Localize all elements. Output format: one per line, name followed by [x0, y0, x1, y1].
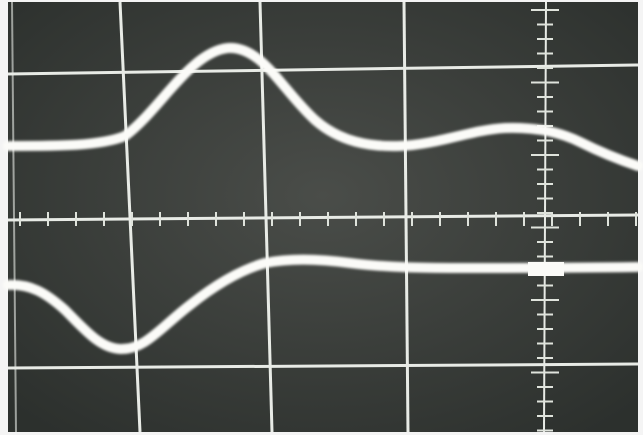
oscilloscope-photo	[0, 0, 643, 435]
page: {} (() => { const g = document.getElemen…	[0, 0, 643, 435]
trace-marker	[528, 262, 564, 276]
